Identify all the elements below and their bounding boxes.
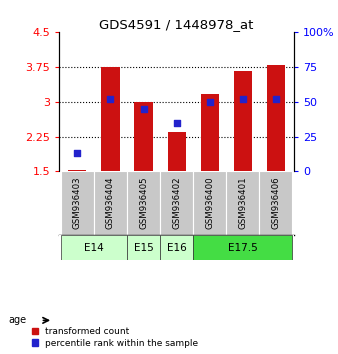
Point bbox=[240, 96, 245, 102]
Point bbox=[141, 106, 146, 112]
Text: GSM936403: GSM936403 bbox=[73, 177, 82, 229]
Text: E15: E15 bbox=[134, 242, 153, 252]
Bar bbox=[234, 72, 252, 171]
Text: GSM936401: GSM936401 bbox=[238, 177, 247, 229]
Bar bbox=[168, 132, 186, 171]
Bar bbox=[267, 65, 285, 171]
Bar bbox=[193, 235, 292, 260]
Bar bbox=[160, 235, 193, 260]
Text: E14: E14 bbox=[84, 242, 104, 252]
Bar bbox=[61, 235, 127, 260]
Text: E16: E16 bbox=[167, 242, 187, 252]
Point bbox=[108, 96, 113, 102]
Bar bbox=[135, 102, 153, 171]
Bar bbox=[101, 67, 120, 171]
Legend: transformed count, percentile rank within the sample: transformed count, percentile rank withi… bbox=[30, 325, 200, 349]
Text: age: age bbox=[8, 315, 27, 325]
Text: GSM936406: GSM936406 bbox=[271, 177, 280, 229]
Point bbox=[174, 120, 179, 125]
Point bbox=[273, 96, 279, 102]
Bar bbox=[61, 171, 94, 235]
Bar bbox=[94, 171, 127, 235]
Text: E17.5: E17.5 bbox=[228, 242, 258, 252]
Text: GSM936404: GSM936404 bbox=[106, 177, 115, 229]
Text: GSM936402: GSM936402 bbox=[172, 177, 181, 229]
Title: GDS4591 / 1448978_at: GDS4591 / 1448978_at bbox=[99, 18, 254, 31]
Bar bbox=[127, 235, 160, 260]
Bar bbox=[226, 171, 259, 235]
Text: GSM936400: GSM936400 bbox=[205, 177, 214, 229]
Bar bbox=[259, 171, 292, 235]
Point bbox=[75, 150, 80, 156]
Bar bbox=[68, 170, 87, 171]
Point bbox=[207, 99, 212, 104]
Text: GSM936405: GSM936405 bbox=[139, 177, 148, 229]
Bar bbox=[160, 171, 193, 235]
Bar bbox=[127, 171, 160, 235]
Bar bbox=[200, 94, 219, 171]
Bar bbox=[193, 171, 226, 235]
